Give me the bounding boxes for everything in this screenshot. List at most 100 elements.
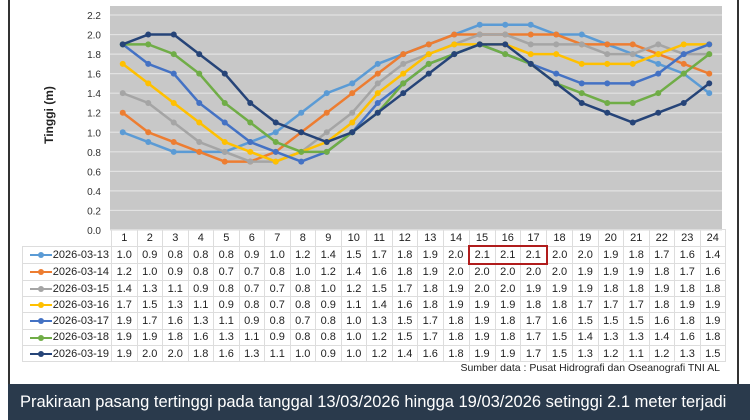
table-cell: 1.3 (572, 345, 599, 363)
table-cell: 2.0 (136, 345, 163, 363)
table-cell: 1.5 (572, 312, 599, 330)
x-tick-label: 15 (468, 229, 496, 247)
legend-entry: 2026-03-16 (22, 296, 112, 314)
y-tick-label: 0.0 (87, 226, 101, 235)
table-cell: 1.0 (111, 245, 138, 265)
data-point-2026-03-17 (655, 70, 662, 77)
table-cell: 0.9 (136, 245, 163, 265)
table-cell: 1.2 (289, 245, 316, 265)
data-point-2026-03-13 (119, 129, 126, 136)
table-cell: 1.1 (213, 312, 240, 330)
table-cell: 1.7 (623, 296, 650, 314)
data-point-2026-03-14 (553, 31, 560, 38)
highlighted-max-cell: 2.1 (494, 245, 521, 265)
table-cell: 1.9 (546, 279, 573, 298)
table-cell: 1.9 (468, 312, 496, 330)
table-cell: 1.9 (597, 263, 624, 281)
data-point-2026-03-18 (706, 51, 713, 58)
table-cell: 1.0 (289, 345, 316, 363)
highlighted-max-cell: 2.1 (468, 245, 496, 265)
table-cell: 0.9 (162, 263, 189, 281)
table-cell: 0.7 (289, 312, 316, 330)
table-cell: 1.9 (417, 245, 444, 265)
series-line-2026-03-16 (121, 43, 710, 163)
table-cell: 1.8 (674, 312, 701, 330)
x-tick-label: 24 (699, 229, 726, 247)
series-line-2026-03-19 (122, 33, 711, 144)
table-cell: 1.4 (111, 279, 138, 298)
data-point-2026-03-18 (170, 51, 177, 58)
table-cell: 0.8 (289, 328, 316, 347)
table-cell: 1.3 (187, 312, 214, 330)
data-point-2026-03-15 (476, 31, 483, 38)
data-point-2026-03-19 (221, 70, 228, 77)
x-tick-label: 9 (315, 229, 342, 247)
data-point-2026-03-19 (706, 80, 713, 87)
table-cell: 1.5 (546, 345, 573, 363)
table-cell: 1.7 (520, 345, 547, 363)
table-cell: 1.7 (391, 279, 418, 298)
table-cell: 1.9 (674, 296, 701, 314)
data-point-2026-03-19 (553, 80, 560, 87)
data-point-2026-03-14 (145, 129, 152, 136)
table-row: 2026-03-18 1.9 1.9 1.8 1.6 1.3 1.1 0.9 0.8 0.8 1.0… (22, 328, 726, 347)
data-point-2026-03-17 (629, 80, 636, 87)
table-cell: 1.7 (648, 245, 675, 265)
table-cell: 1.2 (111, 263, 138, 281)
table-cell: 1.8 (391, 245, 418, 265)
table-cell: 0.8 (213, 245, 240, 265)
data-point-2026-03-13 (298, 109, 305, 116)
table-cell: 1.8 (648, 296, 675, 314)
data-point-2026-03-13 (145, 139, 152, 146)
x-tick-label: 17 (520, 229, 547, 247)
table-cell: 1.1 (238, 328, 265, 347)
y-tick-label: 2.0 (87, 31, 101, 42)
data-point-2026-03-18 (145, 41, 152, 48)
data-point-2026-03-16 (629, 60, 636, 67)
data-point-2026-03-16 (553, 51, 560, 58)
highlighted-max-cell: 2.1 (520, 245, 548, 265)
table-cell: 1.8 (674, 279, 701, 298)
data-point-2026-03-18 (578, 90, 585, 97)
data-point-2026-03-19 (629, 119, 636, 126)
data-point-2026-03-15 (221, 148, 228, 155)
data-point-2026-03-18 (298, 148, 305, 155)
table-cell: 2.0 (494, 279, 521, 298)
data-point-2026-03-17 (145, 60, 152, 67)
table-cell: 1.5 (366, 279, 393, 298)
tide-line-chart: 0.0 0.2 0.4 0.6 0.8 1.0 1.2 1.4 1.6 1.8 2.0 2.2 (87, 6, 722, 235)
table-cell: 1.9 (572, 279, 599, 298)
table-cell: 1.9 (699, 296, 726, 314)
x-tick-label: 14 (442, 229, 470, 247)
table-cell: 1.0 (340, 328, 367, 347)
table-cell: 1.9 (623, 263, 650, 281)
table-cell: 1.4 (315, 245, 342, 265)
data-point-2026-03-19 (247, 99, 254, 106)
table-cell: 1.8 (648, 263, 675, 281)
table-cell: 1.7 (597, 296, 624, 314)
table-cell: 1.8 (494, 328, 521, 347)
table-cell: 1.8 (442, 345, 470, 363)
table-cell: 1.8 (442, 328, 470, 347)
table-cell: 1.7 (520, 312, 547, 330)
table-cell: 1.8 (546, 296, 573, 314)
table-cell: 1.2 (648, 345, 675, 363)
table-cell: 1.4 (699, 245, 726, 265)
table-row: 2026-03-15 1.4 1.3 1.1 0.9 0.8 0.7 0.7 0.8 1.0 1.2… (22, 279, 726, 298)
data-point-2026-03-13 (706, 90, 713, 97)
data-point-2026-03-16 (119, 60, 126, 67)
y-tick-label: 0.8 (87, 148, 101, 159)
table-cell: 1.8 (699, 279, 726, 298)
table-cell: 1.0 (315, 279, 342, 298)
legend-entry: 2026-03-17 (22, 312, 112, 330)
table-cell: 1.1 (340, 296, 367, 314)
data-point-2026-03-16 (170, 99, 177, 106)
series-line-2026-03-18 (122, 42, 711, 154)
data-point-2026-03-13 (170, 148, 177, 155)
table-row: 2026-03-16 1.7 1.5 1.3 1.1 0.9 0.8 0.7 0.8 0.9 1.1… (22, 296, 726, 314)
data-point-2026-03-16 (604, 60, 611, 67)
table-cell: 1.1 (623, 345, 650, 363)
table-cell: 1.9 (111, 328, 138, 347)
table-cell: 1.8 (597, 279, 624, 298)
table-cell: 2.0 (572, 245, 599, 265)
